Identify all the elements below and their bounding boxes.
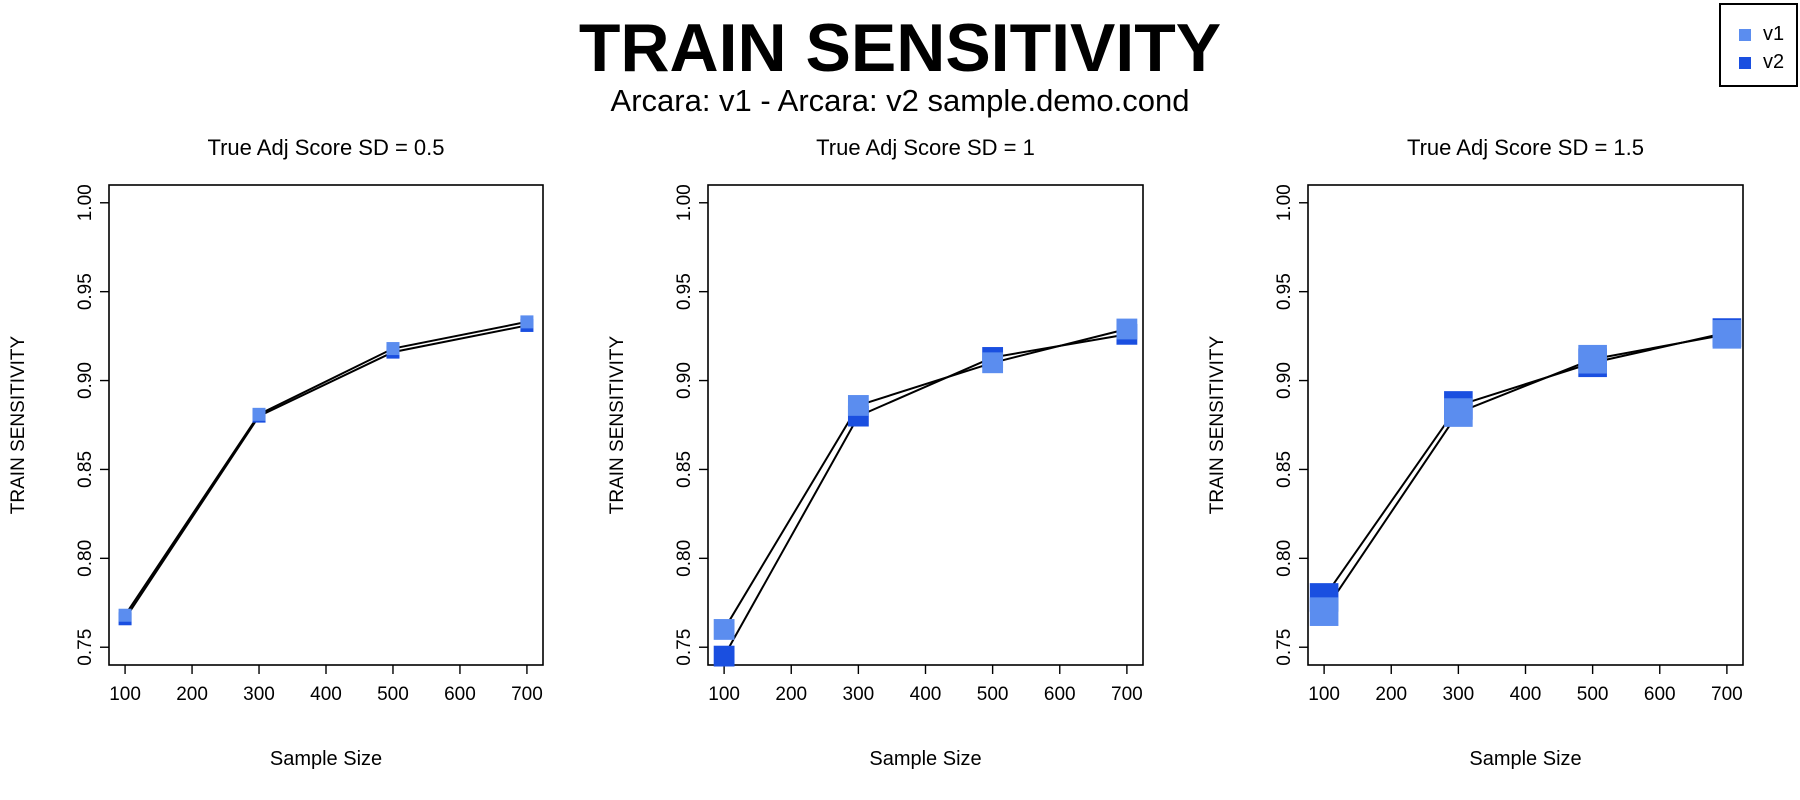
legend-swatch-v1 (1739, 28, 1751, 41)
y-axis: 0.75 0.80 0.85 0.90 0.95 1.00 (674, 184, 708, 666)
y-axis-label: TRAIN SENSITIVITY (1207, 335, 1228, 514)
y-tick-label: 0.90 (1274, 362, 1295, 399)
point-v1 (520, 315, 534, 329)
series-line-v2 (124, 324, 528, 620)
figure-title: TRAIN SENSITIVITY (578, 10, 1222, 86)
y-tick-label: 1.00 (674, 184, 695, 221)
x-tick-label: 700 (511, 684, 543, 705)
point-v1 (1444, 398, 1473, 427)
y-tick-label: 0.95 (1274, 273, 1295, 310)
y-tick-label: 0.80 (674, 540, 695, 577)
x-tick-label: 700 (1111, 684, 1143, 705)
x-tick-label: 200 (775, 684, 807, 705)
point-v1 (982, 352, 1004, 374)
series-line-v2 (723, 333, 1128, 657)
point-v1 (386, 342, 400, 356)
x-axis: 100 200 300 400 500 600 700 (708, 665, 1143, 705)
y-tick-label: 0.90 (75, 362, 96, 399)
x-axis: 100 200 300 400 500 600 700 (109, 665, 543, 705)
point-v1 (118, 608, 132, 622)
panel-2: True Adj Score SD = 1 100 200 300 400 500 600 7… (607, 135, 1144, 770)
y-axis: 0.75 0.80 0.85 0.90 0.95 1.00 (1274, 184, 1308, 666)
legend-label-v1: v1 (1763, 23, 1785, 45)
point-v1 (1578, 344, 1607, 374)
y-tick-label: 0.85 (674, 451, 695, 488)
y-tick-label: 0.75 (674, 629, 695, 666)
x-tick-label: 300 (1443, 684, 1475, 705)
x-tick-label: 100 (109, 684, 141, 705)
x-tick-label: 100 (1308, 684, 1340, 705)
point-v1 (1309, 597, 1339, 626)
figure-subtitle: Arcara: v1 - Arcara: v2 sample.demo.cond (610, 83, 1190, 118)
legend-label-v2: v2 (1763, 51, 1785, 73)
y-tick-label: 0.85 (75, 451, 96, 488)
y-tick-label: 1.00 (1274, 184, 1295, 221)
panel-title: True Adj Score SD = 1.5 (1407, 135, 1644, 160)
panel-title: True Adj Score SD = 1 (816, 135, 1035, 160)
point-v1 (1116, 318, 1138, 340)
plot-frame (1307, 184, 1744, 666)
x-tick-label: 500 (1577, 684, 1609, 705)
panel-title: True Adj Score SD = 0.5 (207, 135, 444, 160)
legend: v1 v2 (1719, 3, 1798, 87)
x-tick-label: 500 (377, 684, 409, 705)
point-v1 (1712, 320, 1742, 349)
point-v1 (847, 395, 869, 416)
series-line-v1 (124, 320, 528, 616)
x-axis-label: Sample Size (869, 748, 981, 770)
legend-item-v1: v1 (1739, 23, 1784, 46)
x-tick-label: 300 (243, 684, 275, 705)
y-tick-label: 0.90 (674, 362, 695, 399)
y-axis: 0.75 0.80 0.85 0.90 0.95 1.00 (75, 184, 109, 666)
x-axis-label: Sample Size (1469, 748, 1581, 770)
panel-1: True Adj Score SD = 0.5 100 200 300 400 500 60… (8, 135, 544, 770)
x-tick-label: 600 (1644, 684, 1676, 705)
legend-swatch-v2 (1739, 56, 1751, 69)
x-tick-label: 400 (310, 684, 342, 705)
y-tick-label: 0.75 (1274, 629, 1295, 666)
y-tick-label: 0.75 (75, 629, 96, 666)
point-v1 (713, 619, 735, 640)
x-tick-label: 600 (444, 684, 476, 705)
legend-item-v2: v2 (1739, 51, 1784, 74)
y-tick-label: 0.95 (75, 273, 96, 310)
y-tick-label: 0.95 (674, 273, 695, 310)
plot-frame (108, 184, 544, 666)
x-tick-label: 300 (843, 684, 875, 705)
point-v1 (252, 407, 266, 421)
y-tick-label: 0.80 (75, 540, 96, 577)
x-tick-label: 100 (708, 684, 740, 705)
series-line-v2 (1323, 331, 1728, 599)
y-tick-label: 1.00 (75, 184, 96, 221)
series-line-v1 (723, 328, 1128, 630)
x-axis: 100 200 300 400 500 600 700 (1308, 665, 1743, 705)
x-tick-label: 400 (1510, 684, 1542, 705)
y-axis-label: TRAIN SENSITIVITY (8, 335, 29, 514)
panel-3: True Adj Score SD = 1.5 100 200 300 400 500 60… (1207, 135, 1744, 770)
x-tick-label: 700 (1711, 684, 1743, 705)
x-tick-label: 500 (977, 684, 1009, 705)
point-v2 (713, 645, 735, 667)
x-tick-label: 600 (1044, 684, 1076, 705)
y-tick-label: 0.85 (1274, 451, 1295, 488)
y-tick-label: 0.80 (1274, 540, 1295, 577)
x-tick-label: 400 (910, 684, 942, 705)
plot-frame (707, 184, 1144, 666)
x-axis-label: Sample Size (270, 748, 382, 770)
series-line-v1 (1323, 333, 1728, 613)
x-tick-label: 200 (1375, 684, 1407, 705)
y-axis-label: TRAIN SENSITIVITY (607, 335, 628, 514)
x-tick-label: 200 (176, 684, 208, 705)
